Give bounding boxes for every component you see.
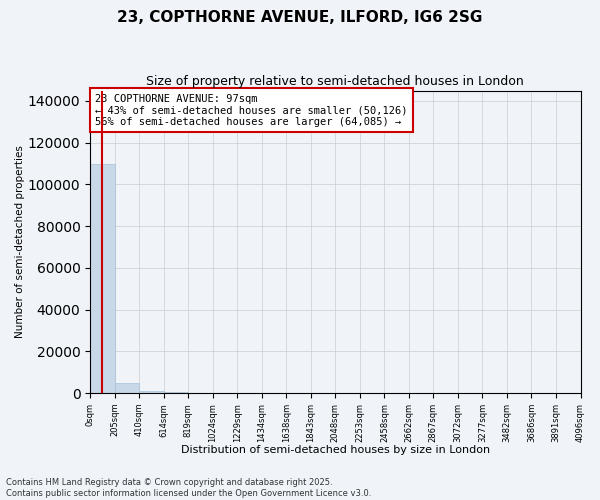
Text: Contains HM Land Registry data © Crown copyright and database right 2025.
Contai: Contains HM Land Registry data © Crown c… bbox=[6, 478, 371, 498]
Bar bbox=[90, 164, 115, 393]
Bar bbox=[139, 392, 164, 393]
Bar bbox=[115, 382, 139, 393]
X-axis label: Distribution of semi-detached houses by size in London: Distribution of semi-detached houses by … bbox=[181, 445, 490, 455]
Y-axis label: Number of semi-detached properties: Number of semi-detached properties bbox=[15, 146, 25, 338]
Text: 23, COPTHORNE AVENUE, ILFORD, IG6 2SG: 23, COPTHORNE AVENUE, ILFORD, IG6 2SG bbox=[118, 10, 482, 25]
Bar bbox=[164, 392, 188, 393]
Text: 23 COPTHORNE AVENUE: 97sqm
← 43% of semi-detached houses are smaller (50,126)
56: 23 COPTHORNE AVENUE: 97sqm ← 43% of semi… bbox=[95, 94, 407, 127]
Title: Size of property relative to semi-detached houses in London: Size of property relative to semi-detach… bbox=[146, 75, 524, 88]
